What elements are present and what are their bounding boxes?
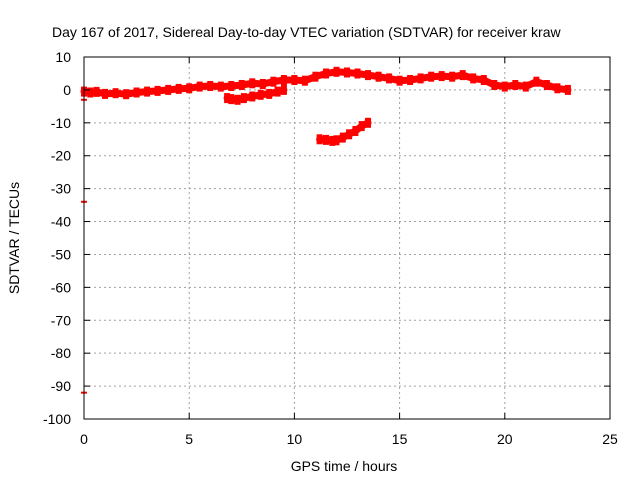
- x-axis-title: GPS time / hours: [291, 458, 398, 474]
- data-point: [564, 84, 571, 95]
- data-point: [154, 85, 161, 96]
- data-point: [228, 94, 235, 105]
- y-tick-label: -10: [51, 115, 71, 131]
- y-tick-label: -100: [43, 411, 71, 427]
- series-main: [80, 66, 572, 100]
- data-point: [274, 86, 281, 97]
- data-point: [354, 68, 361, 79]
- data-point: [449, 71, 456, 82]
- y-tick-label: -20: [51, 148, 71, 164]
- data-point: [358, 121, 365, 132]
- data-point: [240, 93, 247, 104]
- data-point: [365, 117, 371, 128]
- data-point: [344, 67, 350, 78]
- data-point: [480, 75, 487, 85]
- data-point: [333, 135, 340, 146]
- y-axis-title: SDTVAR / TECUs: [6, 182, 22, 294]
- data-point: [291, 75, 298, 85]
- grid: [84, 57, 610, 419]
- data-point: [352, 126, 359, 136]
- plot-frame: [83, 56, 611, 420]
- data-point: [207, 81, 214, 91]
- data-point: [266, 88, 273, 99]
- axis-ticks: 10 0 -10 -20 -30 -40 -50 -60 -70 -80 -90 -100 0 5 10 15…: [43, 49, 618, 447]
- data-point: [144, 86, 151, 97]
- y-tick-label: -30: [51, 181, 71, 197]
- data-point: [280, 75, 287, 85]
- y-tick-label: 0: [63, 82, 71, 98]
- data-point: [175, 83, 182, 94]
- data-point: [533, 76, 540, 87]
- data-point: [224, 93, 231, 104]
- data-point: [407, 75, 414, 85]
- x-tick-label: 0: [80, 431, 88, 447]
- data-point: [333, 66, 340, 77]
- data-point: [112, 88, 119, 99]
- y-tick-label: -60: [51, 279, 71, 295]
- y-tick-label: -50: [51, 246, 71, 262]
- data-point: [375, 71, 382, 82]
- data-point: [165, 84, 172, 95]
- series-segment-2: [223, 84, 288, 105]
- data-point: [491, 80, 498, 90]
- data-point: [270, 76, 277, 87]
- data-point: [249, 91, 256, 102]
- data-point: [217, 81, 224, 92]
- data-point: [470, 73, 477, 84]
- data-point: [249, 78, 256, 89]
- data-point: [102, 88, 108, 99]
- data-point: [329, 135, 336, 146]
- data-point: [512, 80, 519, 90]
- data-point: [459, 70, 466, 81]
- data-point: [87, 87, 94, 98]
- data-point: [301, 75, 308, 86]
- x-tick-label: 20: [497, 431, 513, 447]
- data-point: [501, 81, 508, 92]
- data-point: [257, 89, 264, 100]
- data-point: [554, 83, 561, 94]
- data-point: [196, 81, 203, 92]
- data-point: [316, 134, 323, 145]
- data-point: [323, 134, 329, 145]
- y-tick-label: 10: [55, 49, 71, 65]
- x-tick-label: 25: [602, 431, 618, 447]
- data-point: [386, 73, 393, 84]
- data-layer: [80, 66, 572, 394]
- x-tick-label: 15: [392, 431, 408, 447]
- data-point: [133, 87, 140, 98]
- data-point: [123, 89, 130, 100]
- data-point: [312, 71, 319, 82]
- data-point: [280, 84, 287, 95]
- data-point: [396, 75, 403, 86]
- y-tick-label: -90: [51, 378, 71, 394]
- y-tick-label: -40: [51, 214, 71, 230]
- x-tick-label: 5: [185, 431, 193, 447]
- chart-title: Day 167 of 2017, Sidereal Day-to-day VTE…: [52, 24, 561, 40]
- data-point: [522, 81, 529, 92]
- x-tick-label: 10: [287, 431, 303, 447]
- data-point: [365, 70, 371, 81]
- data-point: [339, 132, 346, 143]
- data-point: [186, 83, 193, 94]
- data-point: [238, 80, 245, 90]
- y-tick-label: -70: [51, 312, 71, 328]
- data-point: [543, 80, 550, 90]
- data-point: [346, 129, 353, 140]
- data-point: [234, 94, 241, 105]
- data-point: [323, 68, 329, 79]
- data-point: [93, 86, 100, 97]
- data-point: [428, 71, 435, 82]
- series-segment-3: [316, 117, 372, 146]
- data-point: [417, 73, 424, 84]
- data-point: [228, 81, 235, 91]
- y-tick-label: -80: [51, 345, 71, 361]
- data-point: [438, 71, 445, 82]
- data-point: [259, 79, 266, 89]
